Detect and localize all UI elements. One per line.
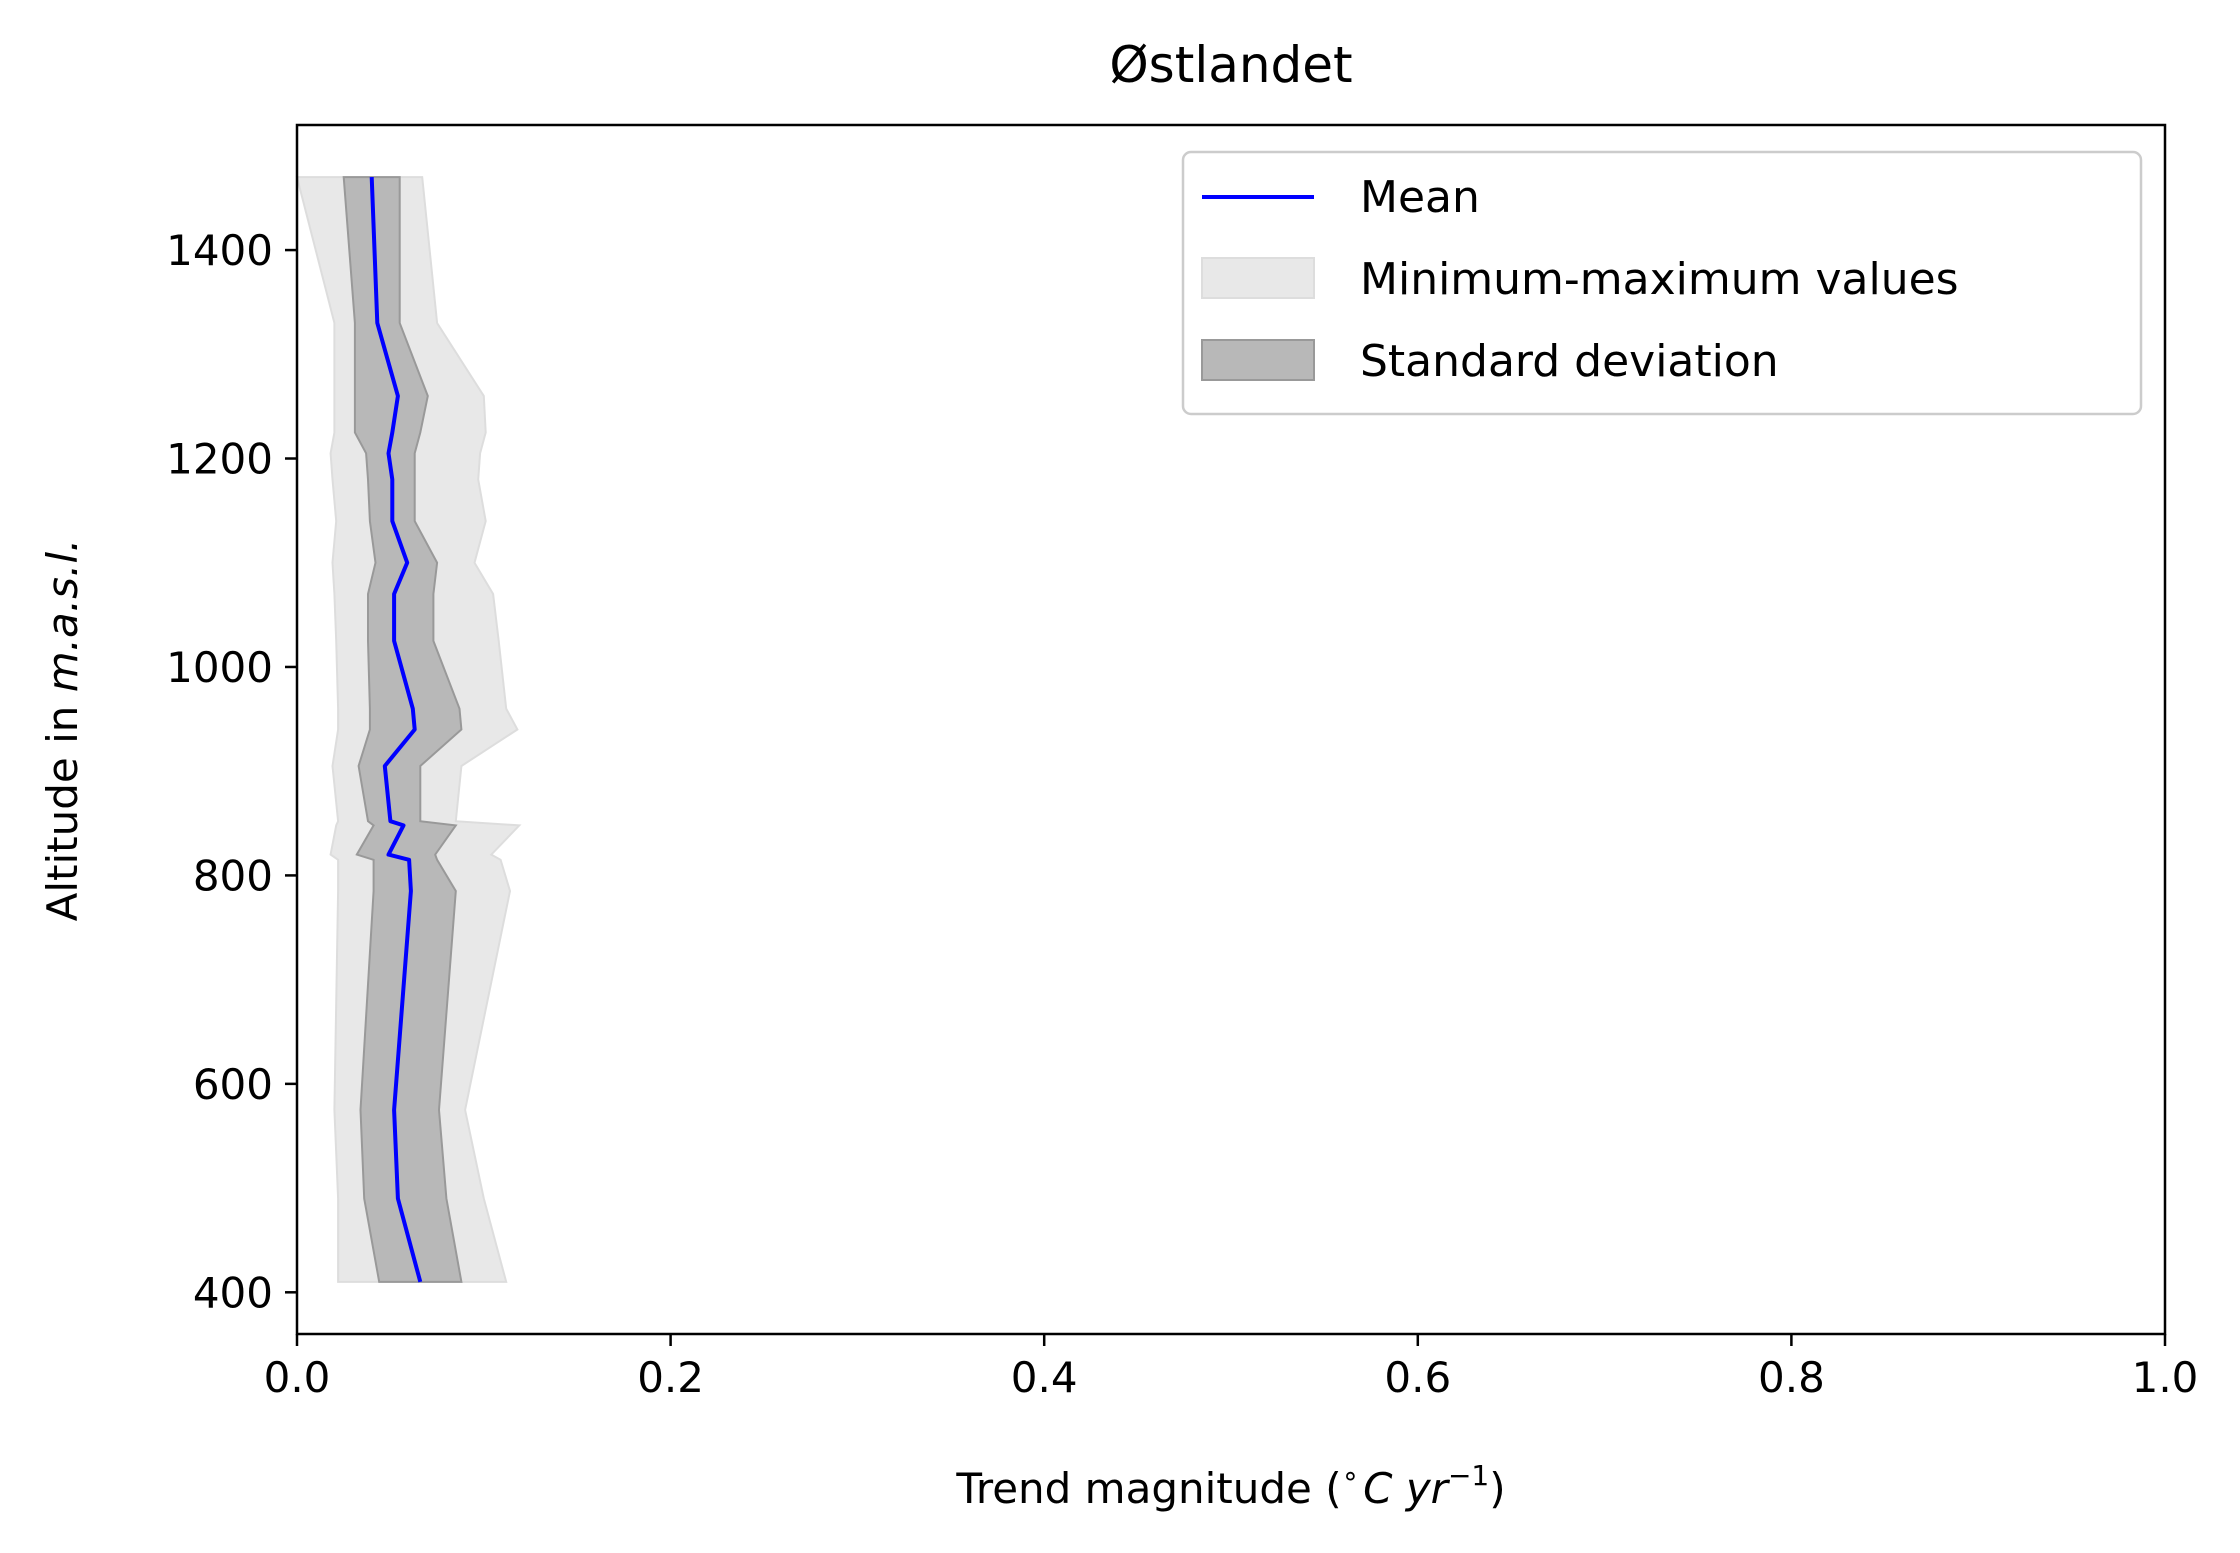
x-label-space [1392,1464,1405,1513]
y-tick-label: 600 [193,1060,273,1109]
legend-std-label: Standard deviation [1360,336,1779,387]
x-tick-label: 0.2 [637,1353,704,1402]
std-band [342,176,463,1283]
plot-content [295,176,522,1283]
x-tick-label: 0.6 [1384,1353,1451,1402]
y-axis-label: Altitude in m.a.s.l. [38,539,87,922]
legend-std-swatch [1201,339,1315,381]
x-label-unit-yr: yr [1404,1464,1451,1513]
x-tick-label: 0.4 [1011,1353,1078,1402]
y-axis: 400 600 800 1000 1200 1400 [166,226,297,1317]
x-label-degree: ∘ [1342,1459,1360,1492]
legend-minmax-label: Minimum-maximum values [1360,254,1959,305]
y-label-unit: m.a.s.l. [38,539,87,693]
x-label-prefix: Trend magnitude ( [955,1464,1341,1513]
y-tick-label: 400 [193,1268,273,1317]
x-label-suffix: ) [1489,1464,1505,1513]
x-tick-label: 0.8 [1758,1353,1825,1402]
x-tick-label: 1.0 [2132,1353,2199,1402]
legend-mean-label: Mean [1360,172,1480,223]
x-label-exponent: −1 [1448,1459,1489,1492]
chart-title: Østlandet [1109,36,1352,94]
x-axis-label: Trend magnitude (∘C yr−1) [955,1459,1505,1513]
y-tick-label: 1000 [166,643,273,692]
y-tick-label: 800 [193,851,273,900]
legend-minmax-swatch [1201,257,1315,299]
y-tick-label: 1200 [166,435,273,484]
legend-box [1181,150,2143,416]
mean-line [369,177,423,1283]
axes-frame [295,123,2167,1336]
x-tick-label: 0.0 [264,1353,331,1402]
legend: Mean Minimum-maximum values Standard dev… [1181,150,2143,416]
x-axis: 0.0 0.2 0.4 0.6 0.8 1.0 [264,1334,2199,1402]
x-label-unit-c: C [1363,1464,1393,1513]
y-label-prefix: Altitude in [38,692,87,921]
y-tick-label: 1400 [166,226,273,275]
